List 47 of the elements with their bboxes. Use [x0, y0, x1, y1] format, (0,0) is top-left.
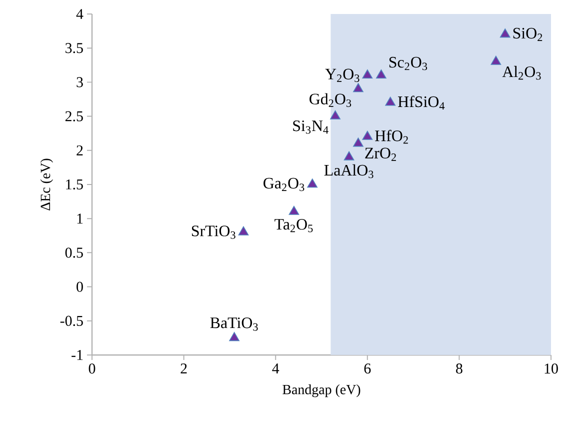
x-axis-title: Bandgap (eV)	[282, 384, 360, 398]
y-tick-label: 2	[76, 145, 83, 156]
point	[353, 138, 364, 147]
annotation: Sc$_{2}$O$_{3}$	[389, 56, 428, 70]
annotation: BaTiO$_{3}$	[210, 317, 258, 331]
point	[385, 96, 396, 106]
point	[490, 56, 502, 65]
annotation: ZrO$_{2}$	[365, 148, 396, 161]
point	[288, 206, 300, 215]
point	[500, 28, 510, 38]
point	[353, 83, 364, 92]
x-tick-label: 2	[180, 364, 187, 374]
y-tick-label: 1	[77, 214, 83, 224]
point	[362, 69, 373, 79]
y-tick-label: 2.5	[65, 111, 83, 122]
y-axis-title: ΔEc (eV)	[40, 158, 53, 210]
y-tick-label: -0.5	[60, 316, 83, 326]
point	[229, 332, 240, 342]
point	[330, 110, 340, 120]
x-tick-label: 10	[544, 364, 558, 374]
annotation: Si$_{3}$N$_{4}$	[293, 120, 328, 134]
annotation: Al$_{2}$O$_{3}$	[502, 66, 541, 80]
y-tick-label: 4	[76, 9, 84, 19]
point	[362, 130, 373, 140]
y-tick-label: 1.5	[66, 179, 83, 190]
y-tick-label: 0.5	[65, 248, 83, 258]
x-tick-label: 4	[272, 364, 280, 374]
point	[376, 69, 386, 79]
point	[307, 178, 318, 188]
annotation: LaAlO$_{3}$	[324, 164, 374, 178]
y-tick-label: -1	[72, 350, 83, 360]
x-tick-label: 6	[364, 364, 371, 374]
x-tick-label: 8	[456, 364, 462, 374]
annotation: SrTiO$_{3}$	[192, 226, 236, 239]
annotation: Gd$_{2}$O$_{3}$	[310, 93, 352, 107]
annotation: HfO$_{2}$	[375, 130, 408, 144]
x-tick-label: 0	[88, 364, 96, 374]
point	[238, 226, 249, 236]
y-tick-label: 0	[76, 282, 83, 292]
point	[344, 151, 354, 160]
annotation: Ga$_{2}$O$_{3}$	[264, 178, 304, 192]
y-tick-label: 3.5	[66, 43, 83, 54]
annotation: Y$_{2}$O$_{3}$	[325, 68, 360, 82]
y-tick-label: 3	[76, 77, 83, 88]
annotation: Ta$_{2}$O$_{5}$	[274, 218, 313, 232]
annotation: SiO$_{2}$	[513, 28, 542, 42]
annotation: HfSiO$_{4}$	[398, 96, 445, 110]
